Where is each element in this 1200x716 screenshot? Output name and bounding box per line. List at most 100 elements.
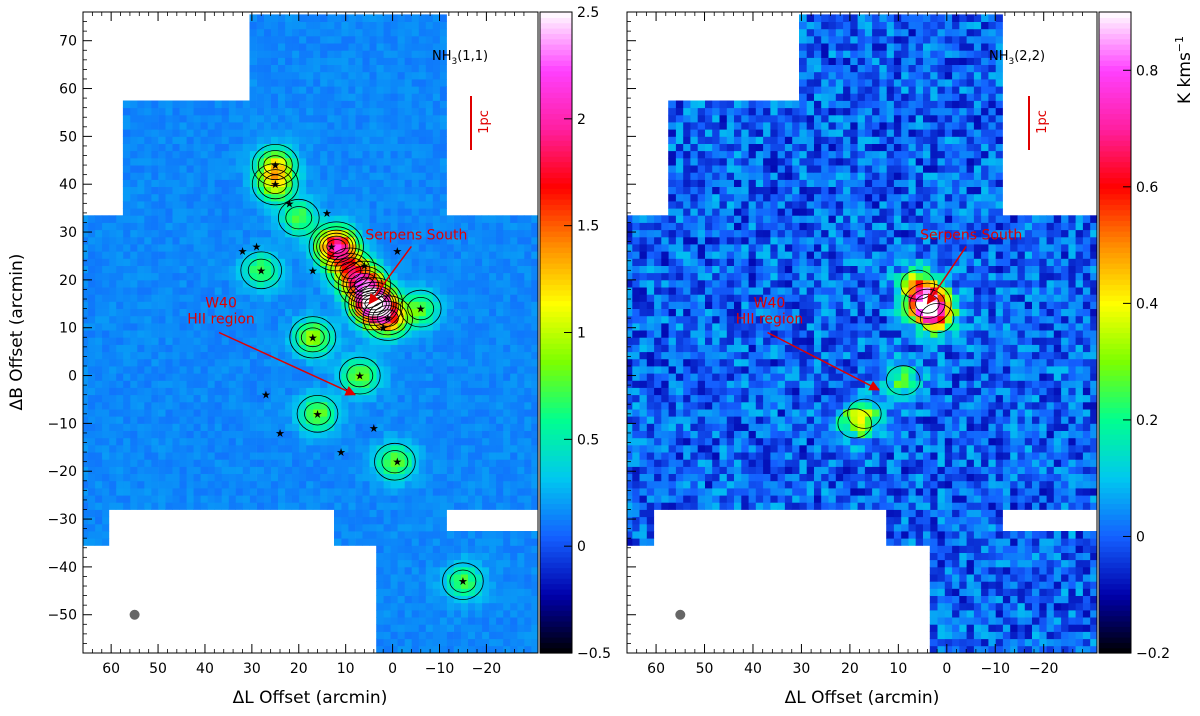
map-pixel	[481, 552, 490, 561]
map-pixel	[270, 409, 278, 417]
map-pixel	[362, 179, 370, 187]
map-pixel	[411, 107, 419, 116]
map-pixel	[488, 215, 497, 223]
map-pixel	[291, 143, 300, 152]
map-pixel	[432, 495, 440, 503]
map-pixel	[1002, 552, 1011, 561]
map-pixel	[284, 480, 293, 489]
map-pixel	[256, 437, 264, 446]
map-pixel	[326, 251, 335, 259]
map-pixel	[319, 86, 328, 94]
map-pixel	[129, 100, 138, 109]
map-pixel	[432, 136, 440, 144]
map-pixel	[355, 107, 363, 116]
map-pixel	[221, 473, 229, 482]
map-pixel	[129, 294, 138, 302]
map-pixel	[228, 279, 236, 288]
map-pixel	[937, 631, 945, 640]
map-pixel	[411, 595, 419, 604]
map-pixel	[87, 279, 96, 288]
map-pixel	[460, 566, 468, 575]
map-pixel	[467, 330, 475, 338]
map-pixel	[319, 480, 328, 489]
map-pixel	[298, 452, 307, 460]
map-pixel	[376, 236, 384, 245]
map-pixel	[326, 107, 335, 116]
map-pixel	[256, 459, 264, 467]
map-pixel	[1046, 645, 1054, 653]
map-pixel	[516, 337, 525, 345]
map-pixel	[460, 265, 468, 274]
map-pixel	[242, 322, 250, 331]
map-pixel	[334, 322, 342, 331]
colorbar-segment	[540, 508, 572, 515]
map-pixel	[516, 559, 525, 568]
map-pixel	[228, 502, 236, 510]
map-pixel	[136, 172, 145, 180]
map-pixel	[439, 624, 447, 632]
map-pixel	[432, 301, 440, 309]
map-pixel	[362, 64, 370, 73]
map-pixel	[1046, 602, 1054, 611]
map-pixel	[305, 387, 314, 396]
map-pixel	[432, 358, 440, 367]
map-pixel	[115, 337, 124, 345]
map-pixel	[531, 409, 538, 417]
map-pixel	[221, 358, 229, 367]
map-pixel	[425, 624, 433, 632]
map-pixel	[122, 430, 131, 439]
map-pixel	[326, 35, 335, 44]
map-pixel	[995, 552, 1003, 561]
map-pixel	[411, 473, 419, 482]
map-pixel	[418, 294, 426, 302]
map-pixel	[334, 143, 342, 152]
map-pixel	[291, 193, 300, 202]
map-pixel	[277, 279, 286, 288]
map-pixel	[165, 165, 173, 173]
map-pixel	[397, 401, 405, 410]
map-pixel	[474, 265, 483, 274]
map-pixel	[481, 581, 490, 589]
map-pixel	[341, 93, 349, 101]
map-pixel	[186, 452, 194, 460]
map-pixel	[263, 71, 271, 80]
map-pixel	[326, 337, 335, 345]
map-pixel	[235, 358, 243, 367]
map-pixel	[1075, 566, 1083, 575]
map-pixel	[929, 617, 938, 625]
map-pixel	[362, 294, 370, 302]
map-pixel	[958, 595, 967, 604]
map-pixel	[488, 617, 497, 625]
map-pixel	[474, 344, 483, 353]
map-pixel	[418, 157, 426, 166]
map-pixel	[179, 466, 187, 474]
map-pixel	[277, 473, 286, 482]
map-pixel	[383, 430, 391, 439]
map-pixel	[411, 100, 419, 109]
map-pixel	[151, 416, 159, 424]
map-pixel	[298, 409, 307, 417]
map-pixel	[298, 480, 307, 489]
map-pixel	[207, 222, 215, 231]
map-pixel	[383, 165, 391, 173]
contour-level	[337, 260, 391, 309]
map-pixel	[165, 244, 173, 252]
map-pixel	[326, 43, 335, 51]
colorbar-segment	[540, 124, 572, 131]
map-pixel	[397, 423, 405, 431]
map-pixel	[193, 222, 201, 231]
map-pixel	[158, 143, 166, 152]
map-pixel	[214, 129, 222, 137]
map-pixel	[136, 466, 145, 474]
map-pixel	[453, 645, 461, 653]
map-pixel	[158, 358, 166, 367]
map-pixel	[1009, 566, 1018, 575]
map-pixel	[369, 150, 377, 159]
map-pixel	[523, 488, 532, 496]
map-pixel	[312, 272, 321, 281]
map-pixel	[425, 265, 433, 274]
map-pixel	[144, 179, 152, 187]
map-pixel	[348, 294, 356, 302]
map-pixel	[376, 93, 384, 101]
map-pixel	[122, 122, 131, 130]
